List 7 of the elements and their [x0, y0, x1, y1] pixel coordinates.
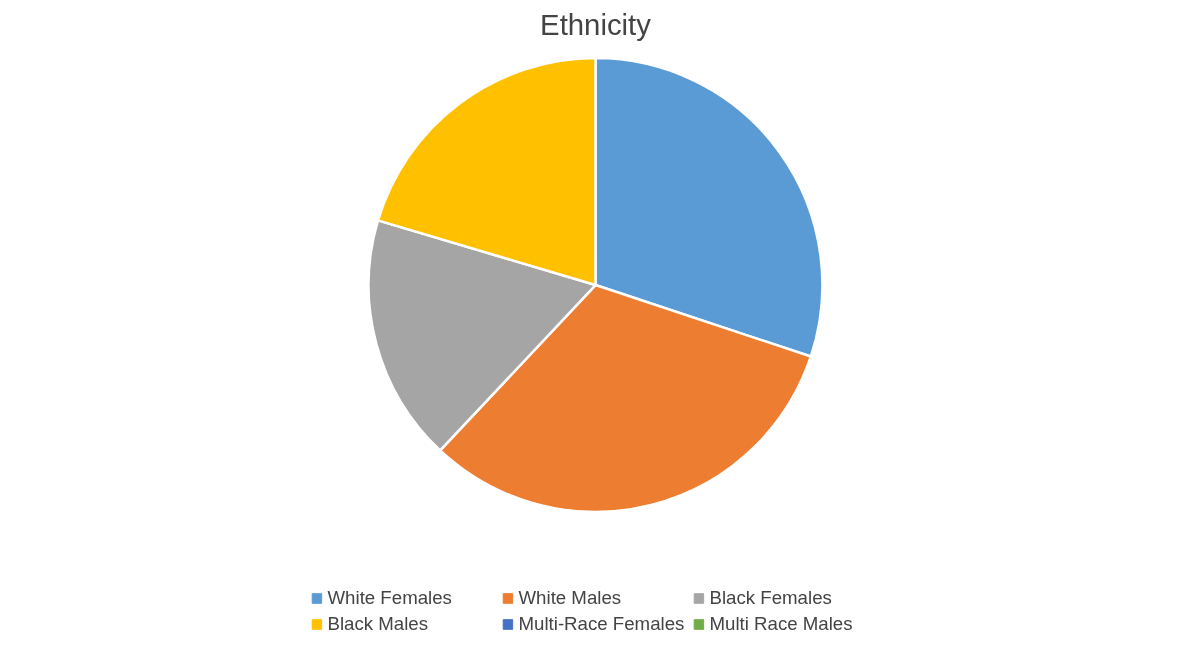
chart-title: Ethnicity	[540, 7, 652, 41]
legend-label: White Females	[327, 587, 453, 609]
legend-label: Black Males	[327, 613, 430, 635]
legend-label: Black Females	[709, 587, 833, 609]
legend-label: Multi-Race Females	[518, 613, 686, 635]
legend-label: White Males	[518, 587, 623, 609]
legend-label: Multi Race Males	[709, 613, 854, 635]
